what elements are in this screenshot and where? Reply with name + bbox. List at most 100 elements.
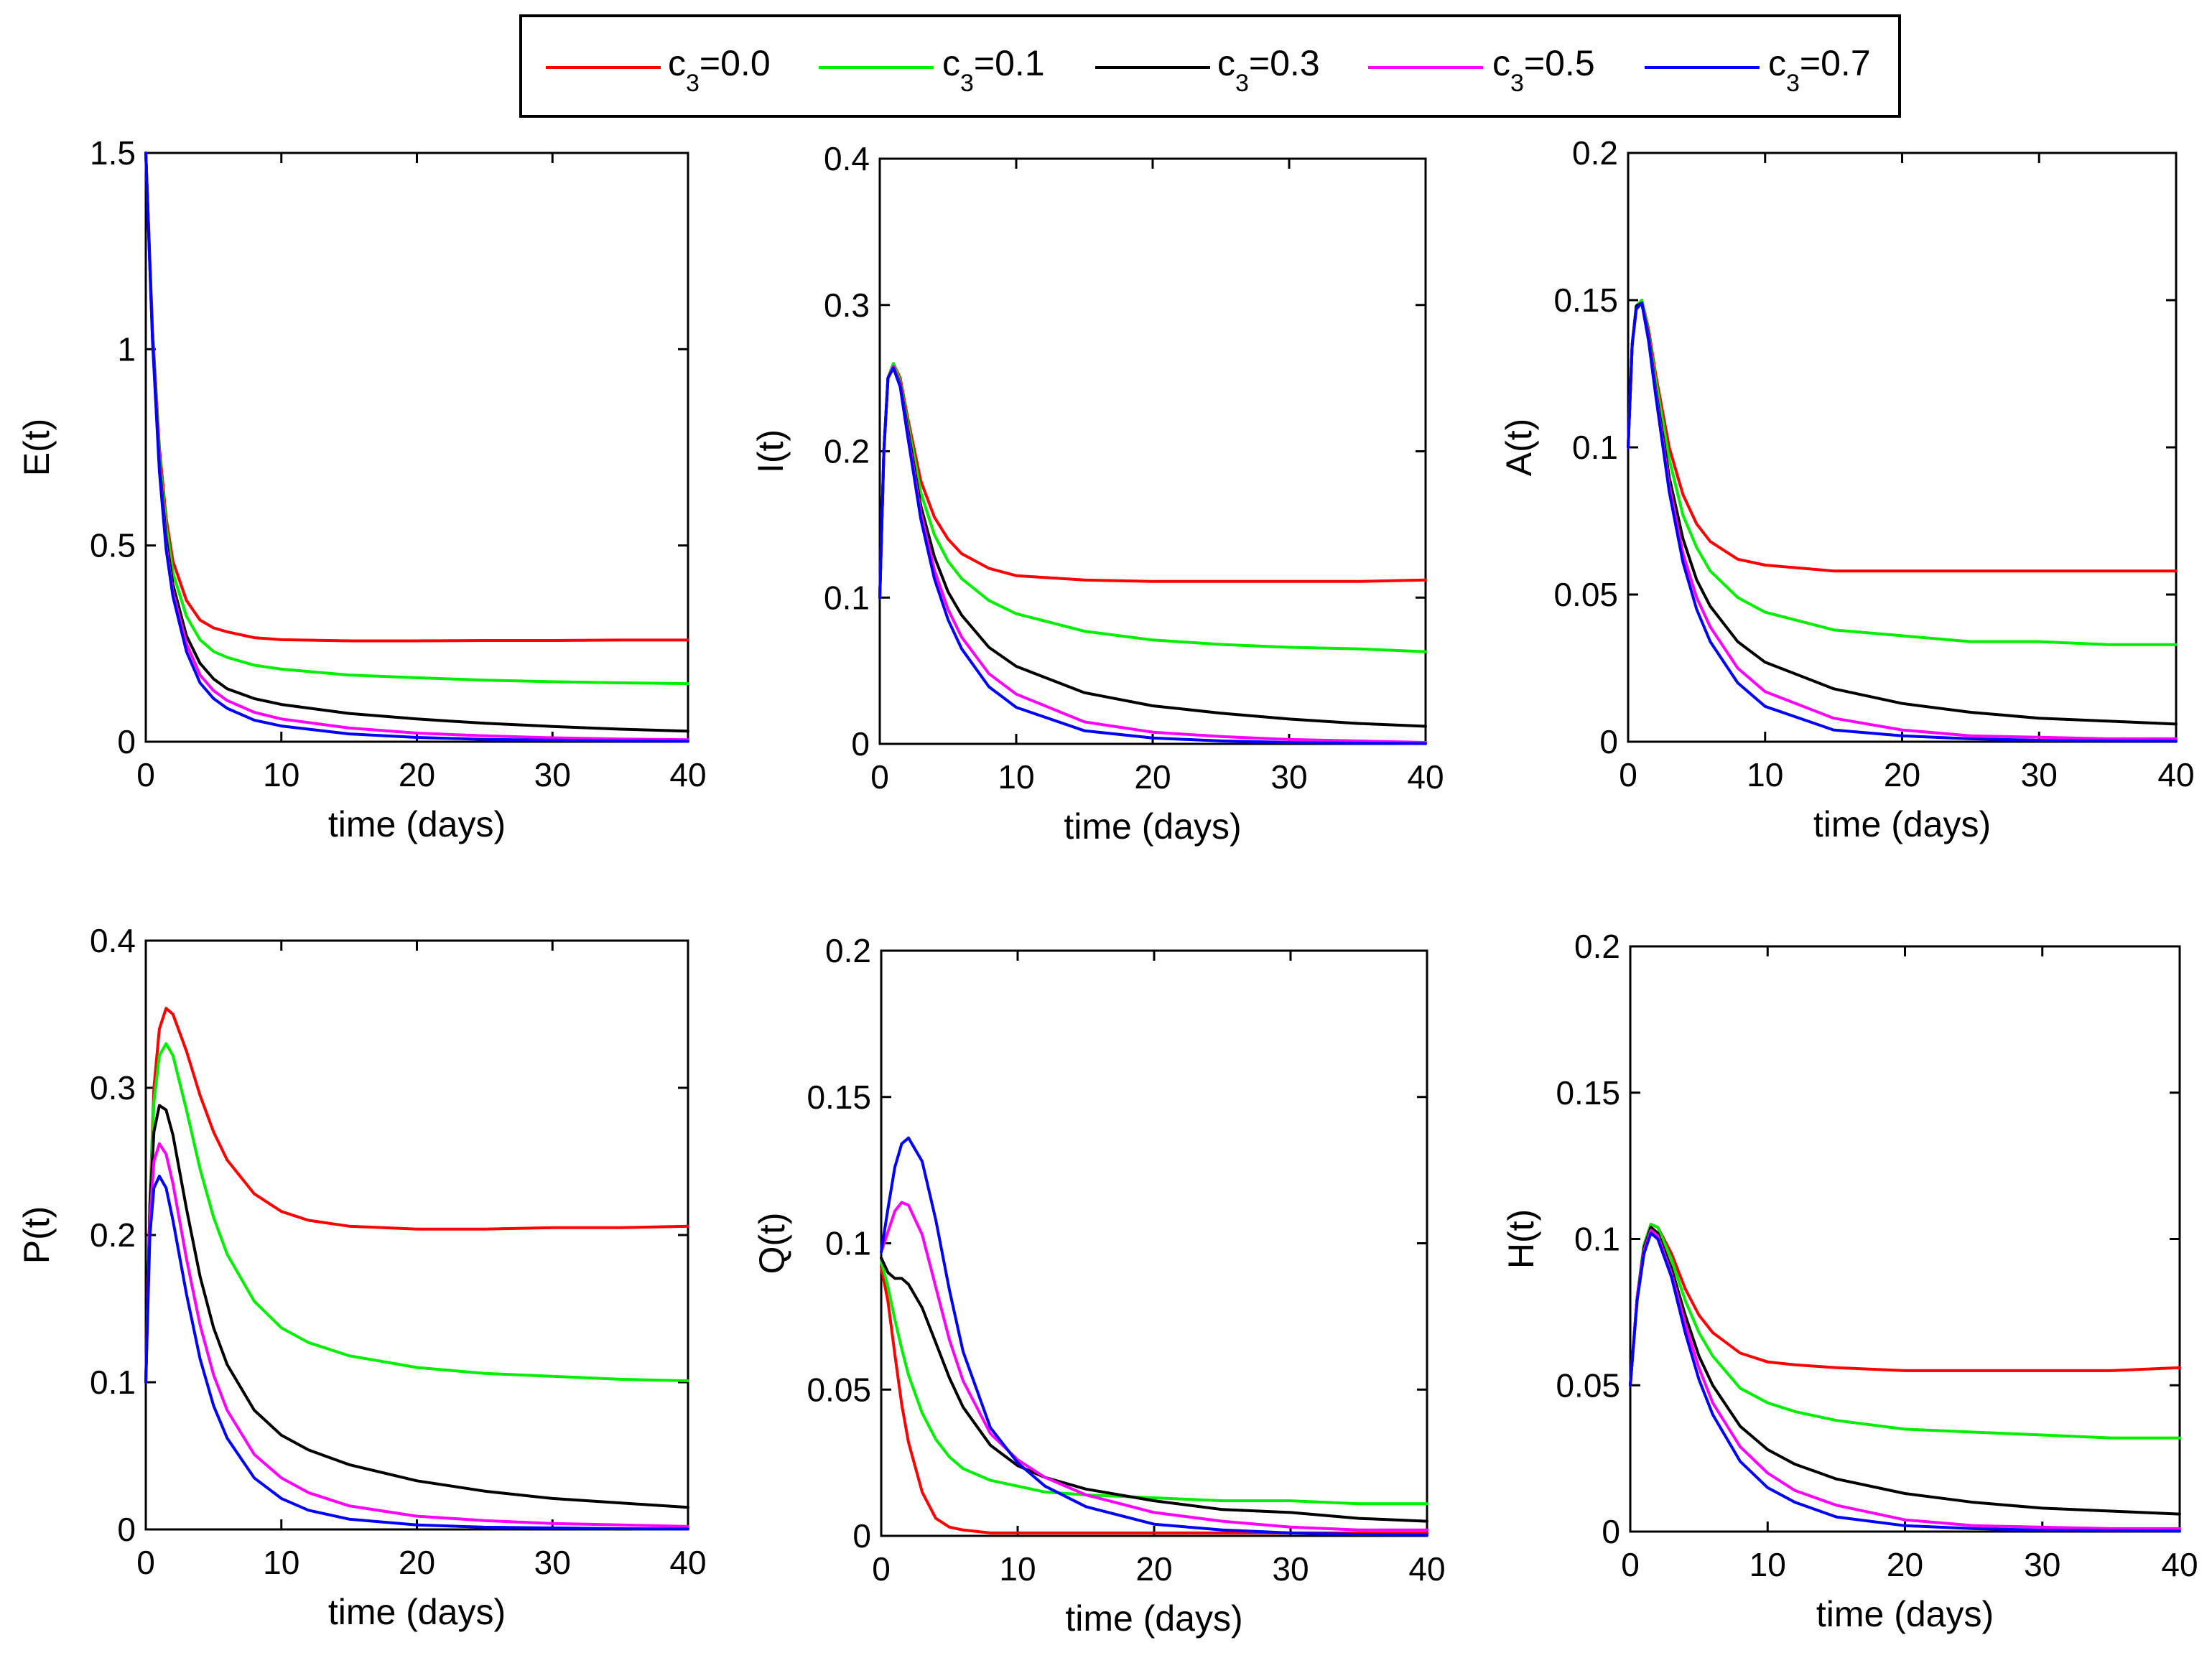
x-tick-label: 0 bbox=[136, 1544, 155, 1581]
y-tick-label: 0.05 bbox=[807, 1371, 871, 1408]
legend-label: c3=0.7 bbox=[1768, 43, 1871, 97]
y-axis-label: P(t) bbox=[17, 1206, 57, 1264]
x-tick-label: 40 bbox=[669, 1544, 706, 1581]
x-tick-label: 30 bbox=[2024, 1546, 2060, 1583]
series-line-c3-0.1 bbox=[880, 1259, 1428, 1506]
y-tick-label: 0 bbox=[1602, 1513, 1620, 1550]
x-tick-label: 0 bbox=[1621, 1546, 1640, 1583]
y-tick-label: 0.5 bbox=[90, 527, 136, 564]
y-tick-label: 0.15 bbox=[1556, 1074, 1620, 1112]
series-line-c3-0.7 bbox=[880, 1136, 1428, 1537]
subplot-A: 0 10 20 30 40 0 0.05 0.1 0.15 0.2 time (days) A(t) bbox=[1499, 134, 2195, 844]
y-axis-label: Q(t) bbox=[752, 1212, 792, 1274]
series-line-c3-0.3 bbox=[880, 1256, 1428, 1523]
x-tick-label: 10 bbox=[263, 756, 299, 793]
subplot-I: 0 10 20 30 40 0 0.1 0.2 0.3 0.4 time (days) I(t) bbox=[750, 140, 1444, 847]
x-tick-label: 0 bbox=[136, 756, 155, 793]
legend-label: c3=0.3 bbox=[1217, 43, 1320, 97]
x-axis-label: time (days) bbox=[328, 1592, 506, 1632]
series-line-c3-0.3 bbox=[144, 1104, 689, 1509]
legend-item-4: c3=0.7 bbox=[1645, 43, 1871, 97]
series-line-c3-0.7 bbox=[144, 1175, 689, 1531]
x-axis-label: time (days) bbox=[1065, 1598, 1242, 1639]
legend-item-0: c3=0.0 bbox=[546, 43, 771, 97]
x-tick-label: 20 bbox=[1884, 756, 1920, 793]
series-line-c3-0.7 bbox=[878, 366, 1427, 745]
x-axis-label: time (days) bbox=[1813, 804, 1991, 844]
y-tick-label: 0.1 bbox=[825, 1225, 871, 1262]
subplot-P: 0 10 20 30 40 0 0.1 0.2 0.3 0.4 time (days) P(t) bbox=[17, 922, 707, 1632]
y-tick-label: 0 bbox=[117, 723, 136, 760]
y-tick-label: 0.15 bbox=[807, 1078, 871, 1116]
series-line-c3-0.7 bbox=[1629, 1231, 2181, 1533]
y-tick-label: 0 bbox=[852, 1517, 871, 1555]
y-tick-label: 0.3 bbox=[824, 286, 870, 324]
y-tick-label: 0.2 bbox=[1574, 928, 1620, 965]
x-tick-label: 10 bbox=[1747, 756, 1783, 793]
y-tick-label: 0.2 bbox=[1572, 134, 1618, 172]
y-tick-label: 0.4 bbox=[824, 140, 870, 177]
x-tick-label: 30 bbox=[1270, 758, 1307, 796]
x-tick-label: 30 bbox=[2021, 756, 2058, 793]
y-tick-label: 0.1 bbox=[90, 1364, 136, 1401]
y-tick-label: 0 bbox=[1599, 723, 1618, 760]
y-tick-label: 0.05 bbox=[1553, 576, 1618, 613]
legend-item-3: c3=0.5 bbox=[1368, 43, 1595, 97]
legend-item-1: c3=0.1 bbox=[819, 43, 1045, 97]
y-tick-label: 0.15 bbox=[1553, 281, 1618, 319]
x-axis-label: time (days) bbox=[1816, 1594, 1994, 1634]
y-axis-label: E(t) bbox=[17, 419, 57, 477]
x-tick-label: 20 bbox=[399, 1544, 435, 1581]
series-line-c3-0.0 bbox=[144, 1007, 689, 1384]
x-tick-label: 30 bbox=[1272, 1550, 1309, 1588]
series-line-c3-0.5 bbox=[880, 1201, 1428, 1532]
y-tick-label: 0.1 bbox=[1572, 429, 1618, 466]
x-tick-label: 20 bbox=[1135, 1550, 1172, 1588]
x-axis-label: time (days) bbox=[1064, 806, 1241, 847]
x-tick-label: 0 bbox=[1619, 756, 1637, 793]
y-tick-label: 0.2 bbox=[90, 1216, 136, 1254]
series-line-c3-0.1 bbox=[1627, 299, 2178, 646]
x-tick-label: 10 bbox=[263, 1544, 299, 1581]
y-tick-label: 0.2 bbox=[824, 433, 870, 470]
x-tick-label: 0 bbox=[870, 758, 889, 796]
legend-label: c3=0.1 bbox=[942, 43, 1045, 97]
y-tick-label: 0.4 bbox=[90, 922, 136, 959]
subplot-H: 0 10 20 30 40 0 0.05 0.1 0.15 0.2 time (days) H(t) bbox=[1501, 928, 2198, 1634]
subplot-Q: 0 10 20 30 40 0 0.05 0.1 0.15 0.2 time (days) Q(t) bbox=[752, 932, 1446, 1639]
y-tick-label: 0.05 bbox=[1556, 1366, 1620, 1404]
x-tick-label: 20 bbox=[1887, 1546, 1923, 1583]
y-tick-label: 0.1 bbox=[824, 579, 870, 616]
legend-label: c3=0.5 bbox=[1492, 43, 1595, 97]
x-tick-label: 40 bbox=[1408, 1550, 1445, 1588]
x-tick-label: 10 bbox=[1749, 1546, 1786, 1583]
legend-label: c3=0.0 bbox=[668, 43, 771, 97]
legend-item-2: c3=0.3 bbox=[1095, 43, 1320, 97]
y-axis-label: A(t) bbox=[1499, 419, 1539, 477]
x-tick-label: 10 bbox=[998, 758, 1034, 796]
series-line-c3-0.7 bbox=[144, 152, 689, 743]
x-tick-label: 30 bbox=[534, 756, 571, 793]
x-tick-label: 0 bbox=[872, 1550, 891, 1588]
y-tick-label: 1.5 bbox=[90, 134, 136, 172]
x-tick-label: 40 bbox=[2157, 756, 2194, 793]
series-line-c3-0.0 bbox=[880, 1265, 1428, 1534]
x-tick-label: 40 bbox=[669, 756, 706, 793]
subplot-E: 0 10 20 30 40 0 0.5 1 1.5 time (days) E(t) bbox=[17, 134, 707, 844]
series-line-c3-0.5 bbox=[144, 1142, 689, 1528]
y-tick-label: 0.1 bbox=[1574, 1221, 1620, 1258]
x-axis-label: time (days) bbox=[328, 804, 506, 844]
y-axis-label: I(t) bbox=[750, 429, 791, 473]
y-tick-label: 1 bbox=[117, 330, 136, 368]
series-line-c3-0.1 bbox=[144, 1042, 689, 1384]
x-tick-label: 20 bbox=[399, 756, 435, 793]
y-tick-label: 0.2 bbox=[825, 932, 871, 969]
legend: c3=0.0 c3=0.1 c3=0.3 c3=0.5 c3=0.7 bbox=[519, 14, 1901, 118]
y-tick-label: 0 bbox=[117, 1511, 136, 1548]
x-tick-label: 40 bbox=[1407, 758, 1444, 796]
y-tick-label: 0.3 bbox=[90, 1069, 136, 1106]
series-line-c3-0.7 bbox=[1627, 302, 2178, 743]
x-tick-label: 30 bbox=[534, 1544, 571, 1581]
x-tick-label: 10 bbox=[999, 1550, 1036, 1588]
